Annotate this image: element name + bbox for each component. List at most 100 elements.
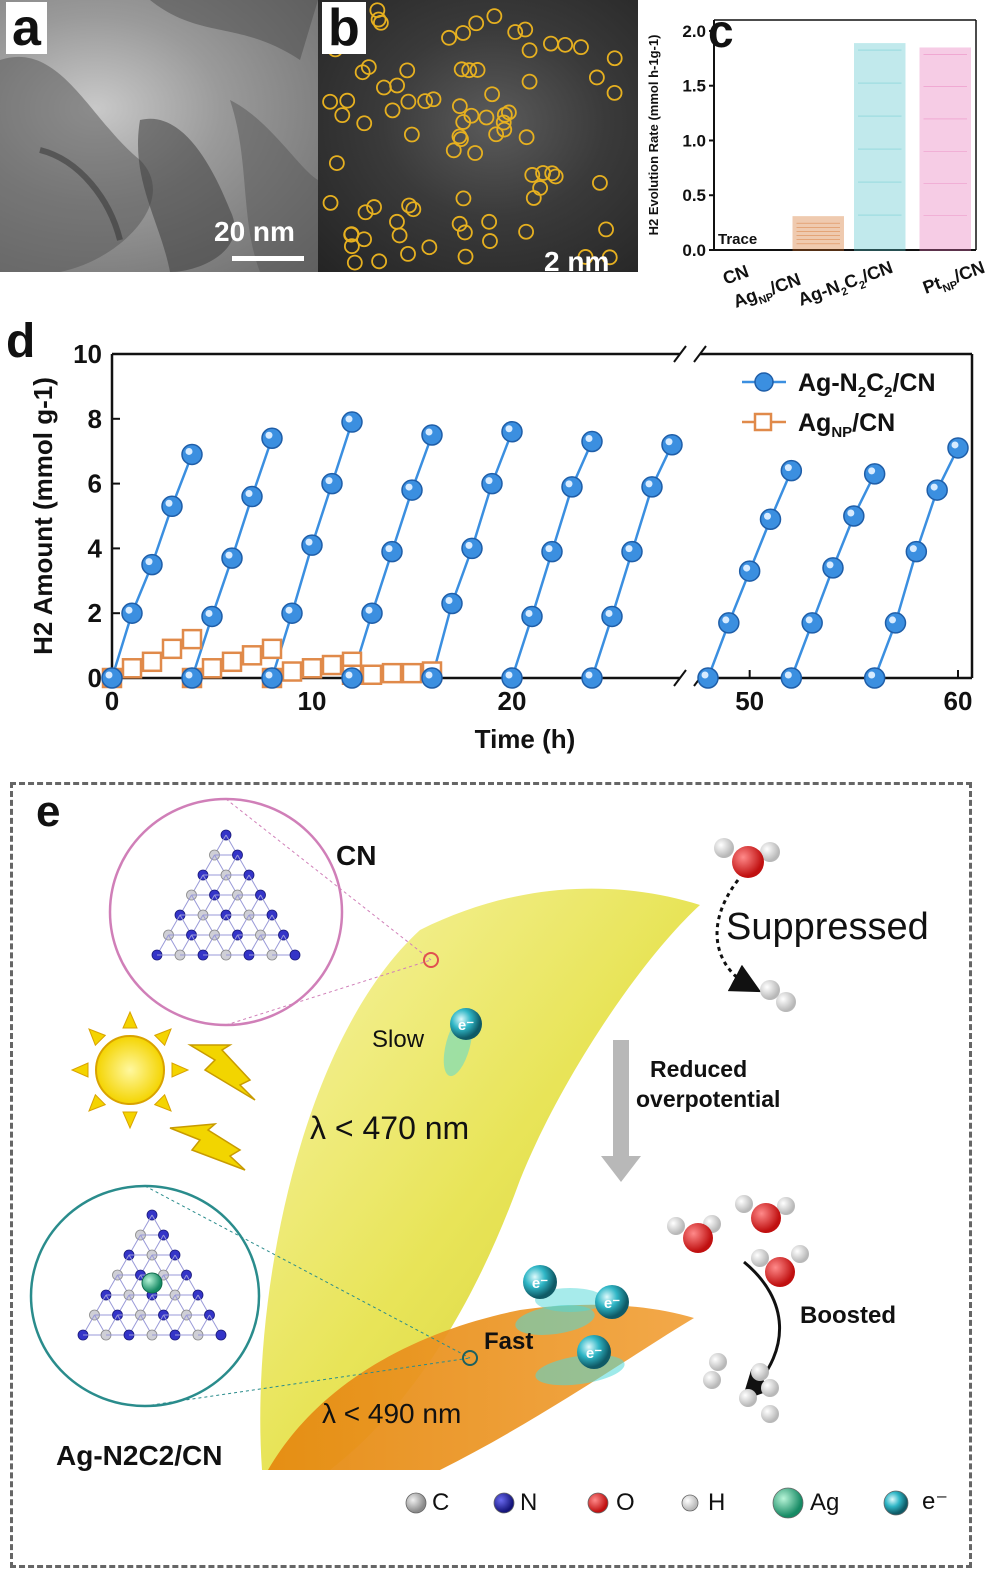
data-point — [601, 605, 623, 628]
atom-circle — [400, 93, 417, 110]
data-point — [321, 654, 343, 676]
point-highlight — [805, 616, 813, 624]
lambda-bottom-label: λ < 490 nm — [322, 1398, 462, 1429]
point-highlight — [889, 616, 896, 624]
atom-circle — [451, 215, 468, 232]
point-highlight — [868, 671, 876, 679]
boosted-label: Boosted — [800, 1302, 896, 1329]
y-tick-label: 10 — [73, 339, 102, 369]
atom-circle — [421, 239, 438, 256]
x-tick-label: 60 — [944, 686, 973, 716]
point-highlight — [826, 561, 834, 569]
data-point — [261, 667, 283, 689]
point-highlight — [743, 564, 751, 572]
point-highlight — [305, 538, 313, 546]
data-point — [121, 602, 143, 624]
bar — [792, 216, 844, 251]
x-tick-label: CN — [720, 261, 751, 289]
atom-circle — [482, 233, 498, 249]
tem-texture — [0, 0, 318, 272]
data-point — [661, 433, 683, 456]
y-tick-label: 0.5 — [682, 186, 706, 205]
atom-circle — [457, 248, 474, 265]
legend-n-label: N — [520, 1489, 538, 1516]
atom-circle — [577, 249, 594, 265]
reduced-label: Reduced — [650, 1056, 748, 1082]
slow-label: Slow — [372, 1026, 425, 1053]
y-tick-label: 2.0 — [682, 22, 706, 41]
atom-circle — [461, 62, 478, 79]
data-point — [421, 667, 443, 689]
point-highlight — [645, 480, 653, 488]
data-point — [581, 430, 603, 453]
point-highlight — [585, 671, 593, 679]
haadf-image: b 2 nm — [318, 0, 638, 272]
panel-a-scale-bar — [232, 256, 304, 261]
point-highlight — [165, 499, 173, 507]
point-highlight — [784, 671, 792, 679]
atom-circle — [400, 245, 416, 262]
atom-circle — [495, 114, 512, 131]
data-point — [341, 411, 363, 433]
data-point — [759, 508, 782, 530]
point-highlight — [365, 606, 373, 614]
legend-c-label: C — [432, 1489, 450, 1516]
atom-circle — [456, 224, 473, 241]
ag-title: Ag-N2C2/CN — [56, 1440, 223, 1471]
point-highlight — [225, 551, 233, 559]
atom-circle — [453, 61, 470, 78]
atom-circle — [389, 77, 405, 94]
atom-circle — [507, 24, 524, 40]
point-highlight — [145, 558, 153, 566]
data-point — [381, 540, 403, 563]
legend-ag-label: Ag — [810, 1489, 840, 1516]
x-tick-label: 50 — [735, 686, 764, 716]
data-point — [421, 424, 443, 446]
data-point — [381, 662, 403, 684]
data-point — [281, 602, 303, 624]
data-point — [161, 638, 183, 660]
atom-circle — [544, 165, 561, 182]
atom-circle — [403, 126, 420, 143]
suppressed-label: Suppressed — [726, 906, 929, 948]
lambda-top-label: λ < 470 nm — [310, 1110, 470, 1146]
atom-circle — [371, 253, 388, 270]
atom-circle — [405, 201, 422, 218]
data-point — [201, 605, 223, 628]
panel-a-label: a — [6, 2, 47, 54]
atom-circle — [588, 69, 605, 86]
x-tick-label: Ag-N2C2/CN — [795, 257, 896, 313]
point-highlight — [951, 441, 959, 449]
cycling-chart: 0 2 4 6 8 10 0 10 20 50 60 Time (h) H2 Amount (mmol … — [28, 339, 974, 754]
atom-circle — [389, 213, 405, 230]
point-highlight — [545, 545, 553, 553]
atom-circle — [425, 91, 442, 108]
point-highlight — [764, 512, 771, 520]
point-highlight — [385, 545, 393, 553]
atom-circle — [601, 249, 618, 266]
point-highlight — [625, 545, 633, 553]
data-point — [801, 612, 823, 634]
atom-circle — [521, 42, 538, 59]
point-highlight — [125, 606, 133, 614]
data-point — [181, 443, 203, 466]
atom-circle — [518, 129, 535, 146]
panel-e-label: e — [36, 787, 61, 836]
data-point — [884, 612, 907, 634]
point-highlight — [701, 671, 709, 679]
data-point — [822, 557, 844, 579]
data-point — [361, 602, 383, 624]
panel-b-scale-text: 2 nm — [544, 246, 610, 272]
atom-circle — [496, 121, 513, 138]
atom-circle — [339, 92, 356, 109]
data-point — [561, 476, 583, 498]
y-tick-label: 0.0 — [682, 241, 706, 260]
fast-label: Fast — [484, 1328, 534, 1355]
series-line — [873, 447, 960, 679]
data-point — [581, 667, 603, 689]
atom-circle — [455, 25, 472, 41]
y-tick-label: 4 — [88, 533, 103, 563]
atom-circle — [521, 73, 538, 90]
panel-e-frame — [10, 782, 972, 1568]
axis-break-mark — [673, 345, 687, 363]
